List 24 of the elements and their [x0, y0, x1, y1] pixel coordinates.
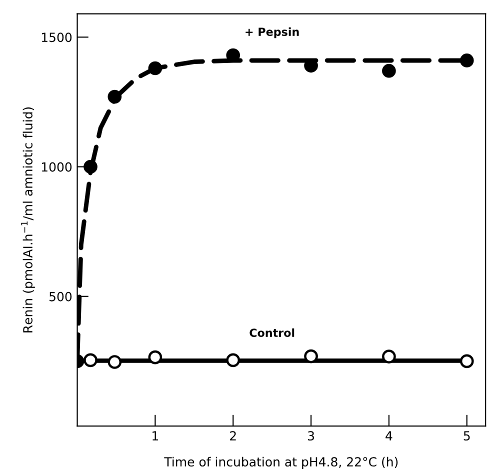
series-label: + Pepsin	[246, 27, 299, 38]
point	[84, 160, 98, 174]
point	[382, 350, 396, 364]
y-axis-title: Renin (pmolAI.h$^{−1}$/ml amniotic fluid)	[21, 107, 35, 332]
x-tick-label: 2	[230, 431, 236, 440]
point	[460, 354, 474, 368]
point	[148, 61, 162, 76]
x-tick-label: 4	[386, 431, 392, 440]
x-tick-label: 5	[464, 431, 470, 441]
x-tick-label: 3	[308, 431, 314, 441]
point	[108, 355, 122, 369]
point	[460, 54, 474, 68]
point	[226, 353, 240, 368]
y-tick-label: 1500	[42, 32, 72, 42]
point	[84, 353, 98, 368]
y-tick-label: 500	[50, 292, 72, 302]
y-tick-label: 1000	[42, 162, 72, 172]
point	[148, 350, 162, 364]
x-tick-label: 1	[152, 431, 158, 440]
x-axis-title: Time of incubation at pH4.8, 22°C (h)	[164, 456, 398, 469]
series-label: Control	[250, 328, 294, 337]
point	[304, 349, 318, 364]
point	[108, 90, 122, 104]
point	[382, 64, 396, 78]
